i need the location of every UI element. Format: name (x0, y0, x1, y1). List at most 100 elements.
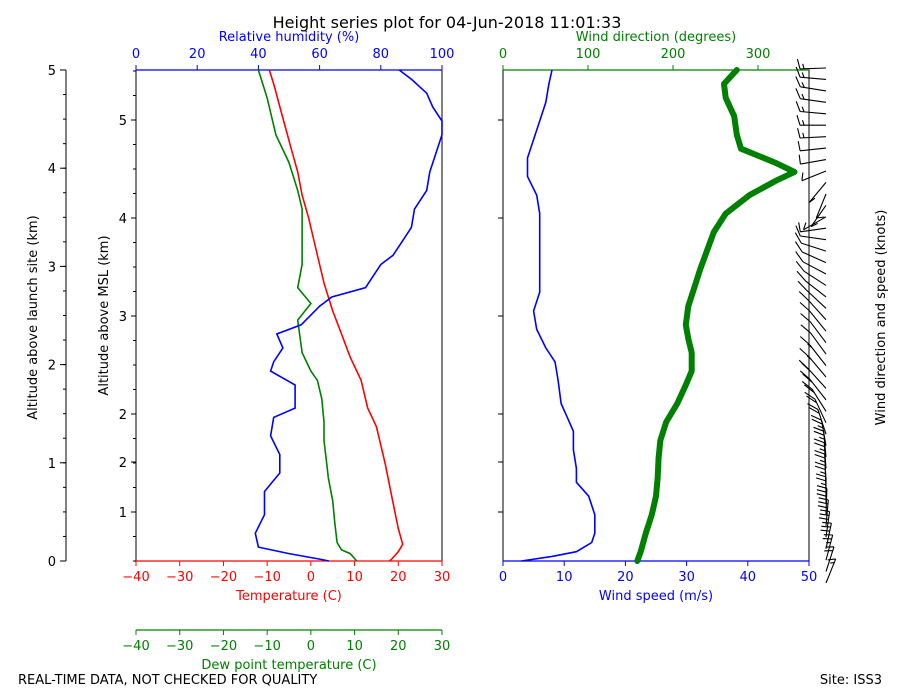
msl-tick-label: 2 (119, 408, 127, 423)
launch-tick-label: 0 (48, 555, 56, 570)
wind-barb (799, 336, 827, 366)
launch-axis-label: Altitude above launch site (km) (26, 215, 41, 419)
rh-axis-label: Relative humidity (%) (219, 30, 360, 45)
wind-barb (798, 359, 827, 389)
wind-barb (795, 66, 827, 80)
wind-speed-tick-label: 30 (678, 570, 695, 585)
wind-barb (810, 414, 827, 446)
msl-tick-label: 1 (119, 506, 127, 521)
wind-speed-tick-label: 50 (801, 570, 818, 585)
wind-barb (798, 291, 827, 321)
dewpoint-tick-label: −40 (122, 639, 149, 654)
rh-tick-label: 0 (132, 47, 140, 62)
temperature-tick-label: 0 (307, 570, 315, 585)
wind-barb (818, 509, 831, 538)
launch-tick-label: 5 (48, 64, 56, 79)
wind-speed-axis-label: Wind speed (m/s) (599, 589, 713, 604)
msl-tick-label: 4 (119, 212, 127, 227)
msl-tick-label: 3 (119, 310, 127, 325)
wind-speed-line (521, 69, 596, 562)
wind-barb (798, 154, 827, 165)
wind-barb (794, 232, 827, 252)
launch-tick-label: 4 (48, 162, 56, 177)
wind-barb (814, 449, 827, 481)
wind-barb (796, 58, 827, 70)
wind-barb (799, 301, 827, 332)
wind-speed-tick-label: 40 (740, 570, 757, 585)
wind-barbs-group (794, 58, 837, 584)
wind-barb (795, 251, 827, 275)
wind-barb (796, 270, 827, 298)
wind-barb (815, 193, 827, 219)
wind-barb (810, 204, 827, 228)
wind-barb (798, 222, 827, 233)
wind-barb (799, 347, 827, 378)
wind-dir-tick-label: 100 (576, 47, 601, 62)
wind-dir-tick-label: 300 (746, 47, 771, 62)
dewpoint-tick-label: −10 (253, 639, 280, 654)
rh-tick-label: 20 (189, 47, 206, 62)
wind-barb (796, 115, 826, 126)
temperature-tick-label: −10 (253, 570, 280, 585)
temperature-line (268, 69, 404, 562)
dewpoint-tick-label: 20 (390, 639, 407, 654)
temperature-axis-label: Temperature (C) (235, 589, 342, 604)
wind-barb (813, 438, 827, 469)
wind-dir-tick-label: 200 (661, 47, 686, 62)
wind-barb (795, 101, 827, 115)
wind-barb (797, 128, 827, 139)
relative_humidity-line (254, 69, 443, 562)
launch-tick-label: 3 (48, 260, 56, 275)
rh-tick-label: 40 (250, 47, 267, 62)
wind-barb (825, 558, 837, 584)
wind-dir-axis-label: Wind direction (degrees) (576, 30, 736, 45)
wind-barb (813, 426, 827, 458)
dewpoint-tick-label: 30 (434, 639, 451, 654)
temperature-tick-label: −30 (166, 570, 193, 585)
chart-title: Height series plot for 04-Jun-2018 11:01… (273, 13, 622, 32)
dewpoint-tick-label: −20 (210, 639, 237, 654)
temperature-tick-label: −40 (122, 570, 149, 585)
wind-dir-tick-label: 0 (499, 47, 507, 62)
dewpoint-line (257, 69, 358, 562)
wind-barb (795, 225, 827, 241)
rh-tick-label: 60 (311, 47, 328, 62)
wind-barb (807, 403, 827, 435)
launch-tick-label: 1 (48, 457, 56, 472)
msl-tick-label: 5 (119, 114, 127, 129)
dewpoint-tick-label: −30 (166, 639, 193, 654)
wind-barb (799, 370, 827, 401)
temperature-tick-label: −20 (210, 570, 237, 585)
wind-speed-tick-label: 10 (556, 570, 573, 585)
wind-barb (800, 313, 827, 344)
wind-barb (794, 241, 827, 264)
wind-barb (808, 182, 827, 203)
temperature-tick-label: 30 (434, 570, 451, 585)
wind-barb (797, 141, 827, 152)
wind-barb (801, 380, 827, 412)
launch-tick-label: 2 (48, 359, 56, 374)
wind-barb (795, 76, 827, 92)
msl-axis-label: Altitude above MSL (km) (97, 235, 112, 395)
site-label: Site: ISS3 (819, 673, 882, 688)
wind-barb (804, 391, 827, 424)
wind-barb (817, 497, 829, 526)
rh-tick-label: 80 (373, 47, 390, 62)
wind-barb (795, 88, 827, 103)
temperature-tick-label: 20 (390, 570, 407, 585)
wind-barb (801, 170, 827, 182)
dewpoint-tick-label: 10 (346, 639, 363, 654)
wind-barb-axis-label: Wind direction and speed (knots) (874, 210, 889, 426)
quality-disclaimer: REAL-TIME DATA, NOT CHECKED FOR QUALITY (18, 673, 318, 688)
wind-speed-tick-label: 0 (499, 570, 507, 585)
wind-barb (822, 534, 834, 561)
wind-barb (802, 216, 827, 231)
wind-speed-tick-label: 20 (617, 570, 634, 585)
wind-barb (797, 280, 827, 309)
temperature-tick-label: 10 (346, 570, 363, 585)
wind-direction-line (634, 67, 798, 564)
dewpoint-tick-label: 0 (307, 639, 315, 654)
wind-barb (800, 324, 827, 355)
